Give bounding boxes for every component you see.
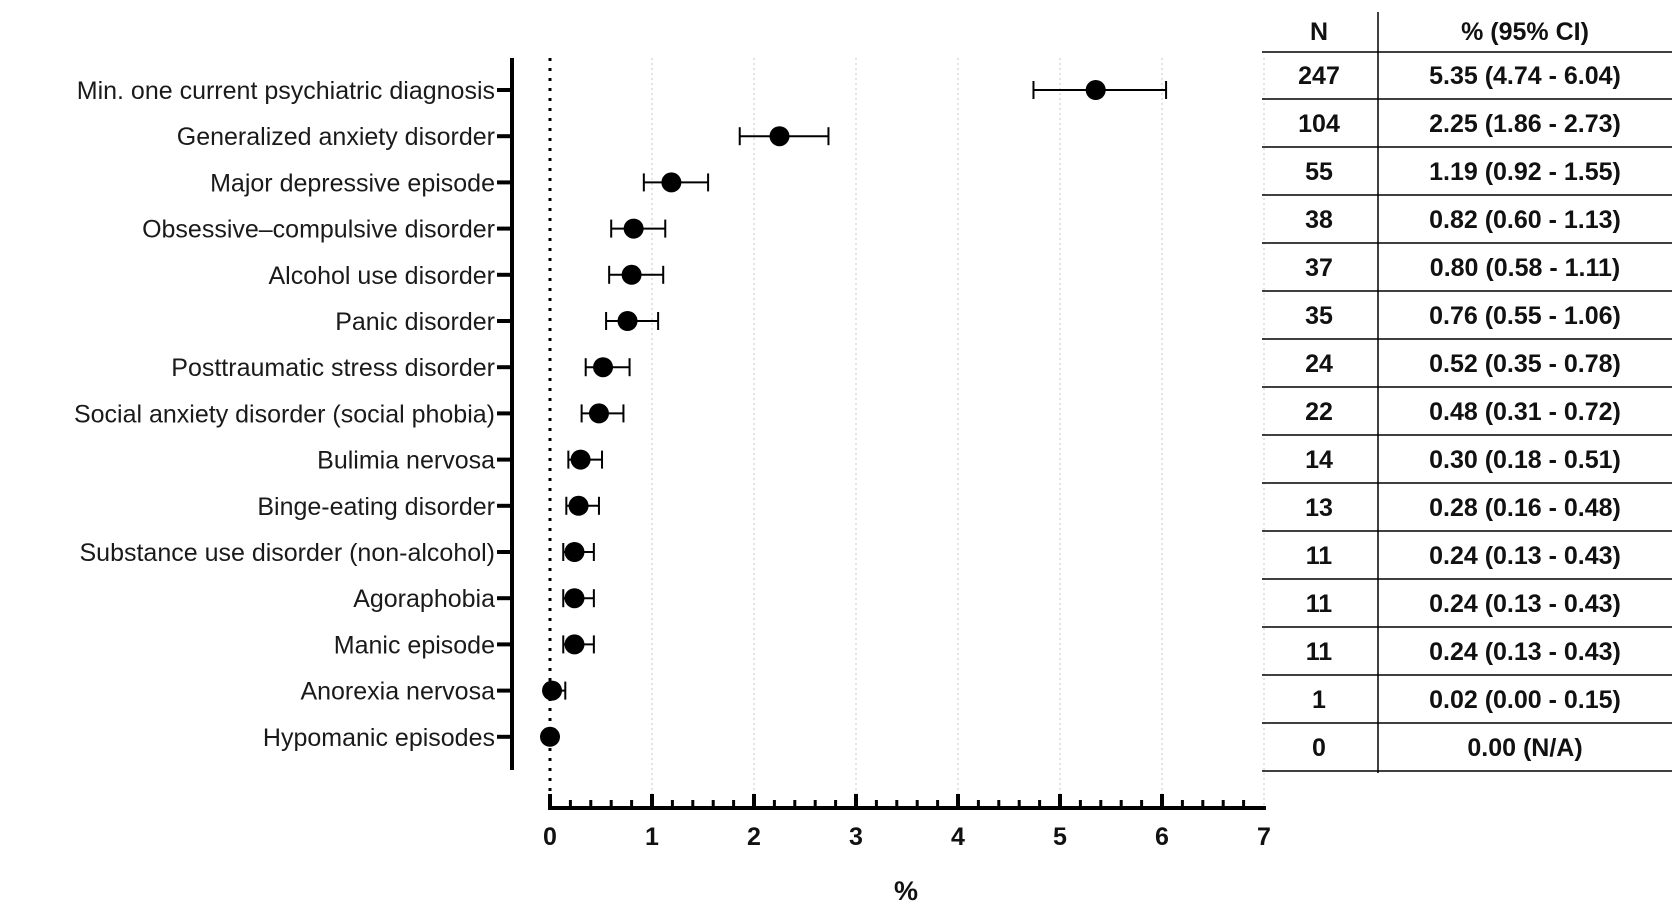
table-cell-n: 104: [1298, 110, 1340, 138]
row-label: Social anxiety disorder (social phobia): [74, 400, 495, 428]
row-label: Obsessive–compulsive disorder: [142, 216, 495, 244]
table-cell-n: 11: [1306, 638, 1333, 666]
x-tick-label: 7: [1257, 823, 1271, 851]
table-cell-n: 1: [1312, 686, 1326, 714]
x-tick-label: 3: [849, 823, 863, 851]
table-cell-ci: 0.30 (0.18 - 0.51): [1429, 446, 1621, 474]
point-estimate: [593, 357, 614, 378]
data-marks: [540, 80, 1168, 747]
row-label: Anorexia nervosa: [300, 678, 495, 706]
x-tick-label: 0: [543, 823, 557, 851]
grid-lines: [548, 58, 1265, 808]
y-axis: Min. one current psychiatric diagnosis Ge…: [74, 58, 514, 770]
row-label: Substance use disorder (non-alcohol): [79, 539, 495, 567]
row-label: Agoraphobia: [353, 585, 495, 613]
table-cell-n: 14: [1305, 446, 1333, 474]
table-cell-ci: 1.19 (0.92 - 1.55): [1429, 158, 1621, 186]
results-table: N % (95% CI) 247 5.35 (4.74 - 6.04) 104 2.25 …: [1262, 12, 1672, 773]
table-cell-n: 55: [1305, 158, 1333, 186]
table-cell-n: 22: [1305, 398, 1333, 426]
table-cell-n: 37: [1305, 254, 1333, 282]
table-cell-ci: 0.24 (0.13 - 0.43): [1429, 638, 1621, 666]
point-estimate: [621, 264, 642, 285]
row-label: Alcohol use disorder: [268, 262, 495, 290]
table-cell-n: 247: [1298, 62, 1340, 90]
table-cell-ci: 0.80 (0.58 - 1.11): [1430, 254, 1620, 282]
row-label: Manic episode: [334, 631, 495, 659]
point-estimate: [564, 634, 585, 655]
table-cell-ci: 0.02 (0.00 - 0.15): [1429, 686, 1621, 714]
point-estimate: [564, 588, 585, 609]
row-label: Min. one current psychiatric diagnosis: [77, 77, 495, 105]
table-cell-n: 35: [1305, 302, 1333, 330]
point-estimate: [540, 726, 560, 747]
point-estimate: [564, 542, 585, 562]
row-label: Hypomanic episodes: [263, 724, 495, 752]
table-cell-ci: 5.35 (4.74 - 6.04): [1429, 62, 1621, 90]
row-label: Posttraumatic stress disorder: [171, 354, 495, 382]
table-cell-n: 38: [1305, 206, 1333, 234]
table-header-ci: % (95% CI): [1461, 18, 1589, 46]
table-cell-n: 11: [1306, 542, 1333, 570]
table-cell-n: 11: [1306, 590, 1333, 618]
x-tick-label: 2: [747, 823, 761, 851]
x-axis-label: %: [894, 876, 918, 906]
table-cell-n: 13: [1305, 494, 1333, 522]
row-label: Panic disorder: [335, 308, 495, 336]
point-estimate: [568, 495, 589, 516]
row-label: Binge-eating disorder: [257, 493, 495, 521]
table-cell-ci: 0.82 (0.60 - 1.13): [1429, 206, 1621, 234]
table-cell-ci: 0.00 (N/A): [1467, 734, 1582, 762]
point-estimate: [570, 449, 591, 470]
point-estimate: [617, 311, 638, 331]
x-axis: 0 1 2 3 4 5 6 7%: [543, 794, 1271, 906]
point-estimate: [623, 218, 644, 239]
point-estimate: [1085, 80, 1106, 100]
table-cell-ci: 0.76 (0.55 - 1.06): [1429, 302, 1621, 330]
x-tick-label: 5: [1053, 823, 1067, 851]
row-label: Bulimia nervosa: [317, 447, 495, 475]
x-tick-label: 6: [1155, 823, 1169, 851]
table-cell-n: 0: [1312, 734, 1326, 762]
table-cell-ci: 0.28 (0.16 - 0.48): [1429, 494, 1621, 522]
table-cell-n: 24: [1305, 350, 1333, 378]
table-header-n: N: [1310, 18, 1328, 46]
point-estimate: [588, 403, 609, 424]
table-cell-ci: 0.24 (0.13 - 0.43): [1429, 542, 1621, 570]
row-label: Generalized anxiety disorder: [177, 123, 495, 151]
x-tick-label: 4: [951, 823, 965, 851]
x-tick-label: 1: [645, 823, 659, 851]
table-cell-ci: 0.52 (0.35 - 0.78): [1429, 350, 1621, 378]
table-cell-ci: 0.24 (0.13 - 0.43): [1429, 590, 1621, 618]
row-label: Major depressive episode: [210, 169, 495, 197]
point-estimate: [769, 126, 790, 147]
table-cell-ci: 0.48 (0.31 - 0.72): [1429, 398, 1621, 426]
point-estimate: [542, 680, 563, 701]
point-estimate: [661, 172, 682, 193]
table-cell-ci: 2.25 (1.86 - 2.73): [1429, 110, 1621, 138]
